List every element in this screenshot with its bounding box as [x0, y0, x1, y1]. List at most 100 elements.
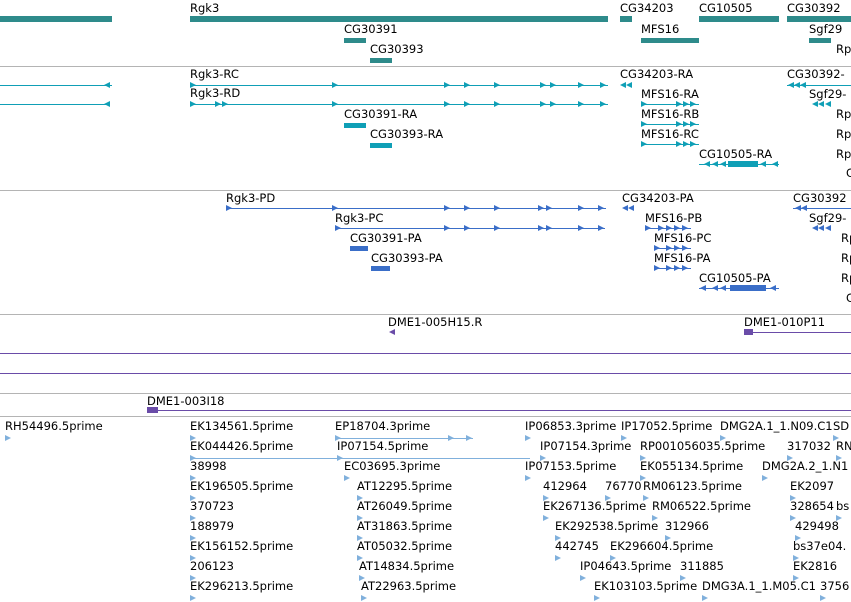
exon-arrow [543, 495, 549, 501]
gene-bar [641, 38, 699, 43]
exon-arrow [464, 101, 470, 107]
exon-arrow [600, 101, 606, 107]
exon-arrow [666, 225, 672, 231]
transcript-label: CG30391-PA [350, 231, 422, 245]
exon-arrow [658, 225, 664, 231]
est-label: 312966 [665, 519, 709, 533]
transcript-label: Rp [841, 251, 851, 265]
exon-arrow [337, 455, 343, 461]
transcript-label: MFS16-RC [641, 127, 699, 141]
exon-arrow [712, 161, 718, 167]
est-label: AT05032.5prime [357, 539, 453, 553]
transcript-label: Rgk3-RC [190, 67, 239, 81]
clone-line [147, 410, 851, 411]
est-label: DMG3A.1_1.M05.C1 [702, 579, 816, 593]
exon-arrow [762, 475, 768, 481]
exon-arrow [464, 82, 470, 88]
est-label: DMG2A.2_1.N1 [762, 459, 849, 473]
exon-arrow [464, 205, 470, 211]
exon-arrow [5, 435, 11, 441]
exon-arrow [712, 285, 718, 291]
exon-arrow [357, 535, 363, 541]
exon-arrow [788, 82, 794, 88]
exon-arrow [578, 205, 584, 211]
est-label: AT22963.5prime [361, 579, 457, 593]
exon-arrow [818, 225, 824, 231]
exon-arrow [580, 575, 586, 581]
exon-arrow [190, 495, 196, 501]
exon-arrow [683, 101, 689, 107]
gene-bar [0, 16, 112, 22]
track-separator [0, 416, 851, 417]
transcript-rna-track: Rgk3-RC Rgk3-RD CG30391-RA CG30393-RA CG3420… [0, 67, 851, 190]
transcript-label: CG30391-RA [344, 107, 418, 121]
est-label: 429498 [795, 519, 839, 533]
exon-arrow [578, 225, 584, 231]
exon-arrow [332, 205, 338, 211]
exon-arrow [332, 101, 338, 107]
transcript-label: Rp [836, 127, 851, 141]
exon-arrow [525, 435, 531, 441]
est-label: EK292538.5prime [555, 519, 659, 533]
exon-arrow [770, 285, 776, 291]
intron-line [641, 124, 699, 125]
exon-arrow [540, 82, 546, 88]
exon-arrow [357, 555, 363, 561]
exon-arrow [795, 535, 801, 541]
exon-arrow [190, 82, 196, 88]
exon-arrow [825, 101, 831, 107]
est-label: EK196505.5prime [190, 479, 294, 493]
est-label: AT26049.5prime [357, 499, 453, 513]
exon-arrow [540, 101, 546, 107]
clone-track-a: DME1-005H15.R DME1-010P11 [0, 315, 851, 393]
est-label: 206123 [190, 559, 234, 573]
gene-label: Sgf29 [809, 22, 843, 36]
track-separator [0, 66, 851, 67]
exon-arrow [361, 595, 367, 601]
transcript-label: CG30392 [793, 191, 847, 205]
exon-arrow [682, 225, 688, 231]
exon-block [350, 246, 368, 251]
exon-arrow [820, 595, 826, 601]
exon-arrow [335, 435, 341, 441]
exon-arrow [825, 225, 831, 231]
exon-arrow [690, 141, 696, 147]
transcript-label: CG30392- [787, 67, 845, 81]
est-label: 38998 [190, 459, 227, 473]
est-label: EK296604.5prime [610, 539, 714, 553]
est-label: 311885 [680, 559, 724, 573]
exon-arrow [464, 225, 470, 231]
exon-arrow [812, 101, 818, 107]
exon-block [371, 266, 390, 271]
exon-arrow [682, 265, 688, 271]
transcript-label: Rp [836, 147, 851, 161]
exon-arrow [444, 205, 450, 211]
intron-line [641, 104, 699, 105]
gene-bar [699, 16, 779, 22]
est-label: EK2816 [793, 559, 838, 573]
exon-arrow [190, 535, 196, 541]
transcript-label: C [846, 291, 851, 305]
est-label: AT14834.5prime [359, 559, 455, 573]
est-label: RM06522.5prime [652, 499, 751, 513]
exon-arrow [610, 555, 616, 561]
exon-arrow [683, 141, 689, 147]
exon-arrow [598, 205, 604, 211]
exon-arrow [578, 82, 584, 88]
exon-arrow [357, 515, 363, 521]
transcript-label: Rgk3-RD [190, 86, 241, 100]
exon-arrow [704, 161, 710, 167]
exon-arrow [790, 515, 796, 521]
exon-arrow [190, 475, 196, 481]
est-line [335, 438, 473, 439]
exon-arrow [665, 535, 671, 541]
est-label: bs [836, 499, 850, 513]
transcript-label: Rp [836, 107, 851, 121]
est-label: 76770 [605, 479, 642, 493]
exon-arrow [190, 555, 196, 561]
exon-arrow [818, 101, 824, 107]
est-label: EK267136.5prime [543, 499, 647, 513]
est-label: IP07154.5prime [337, 439, 429, 453]
exon-arrow [444, 82, 450, 88]
